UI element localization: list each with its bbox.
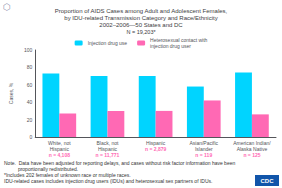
svg-text:⬡: ⬡ — [3, 2, 11, 12]
svg-text:Proportion of AIDS Cases among: Proportion of AIDS Cases among Adult and… — [55, 8, 228, 14]
svg-text:n = 2,879: n = 2,879 — [145, 146, 166, 152]
svg-text:n = 125: n = 125 — [243, 152, 260, 158]
svg-text:IDU-related cases includes inj: IDU-related cases includes injection dru… — [4, 178, 212, 184]
svg-text:n = 4,108: n = 4,108 — [49, 152, 70, 158]
svg-text:injection drug user: injection drug user — [150, 43, 191, 49]
svg-text:CDC: CDC — [261, 178, 275, 184]
svg-text:Asian/Pacific: Asian/Pacific — [189, 140, 219, 146]
svg-text:by IDU-related Transmission Ca: by IDU-related Transmission Category and… — [64, 15, 217, 21]
svg-text:N = 19,203*: N = 19,203* — [126, 29, 156, 35]
svg-text:*Includes 202 females of unkno: *Includes 202 females of unknown race or… — [4, 171, 131, 178]
svg-text:n = 119: n = 119 — [195, 152, 212, 158]
svg-text:Black, not: Black, not — [96, 140, 119, 146]
svg-text:n = 11,771: n = 11,771 — [96, 152, 120, 158]
svg-text:Hispanic: Hispanic — [49, 146, 69, 152]
svg-text:Hispanic: Hispanic — [146, 140, 166, 146]
svg-text:80: 80 — [27, 64, 33, 70]
svg-text:American Indian/: American Indian/ — [233, 140, 271, 146]
svg-text:Injection drug use: Injection drug use — [88, 40, 128, 46]
svg-text:Heterosexual contact with: Heterosexual contact with — [150, 37, 208, 43]
svg-text:100: 100 — [24, 47, 33, 53]
svg-text:White, not: White, not — [48, 140, 71, 146]
svg-text:2002–2006—50 States and DC: 2002–2006—50 States and DC — [99, 22, 183, 28]
svg-text:Hispanic: Hispanic — [97, 146, 118, 152]
svg-text:40: 40 — [27, 99, 33, 105]
svg-text:proportionally redistributed.: proportionally redistributed. — [4, 165, 79, 172]
svg-text:Cases, %: Cases, % — [8, 82, 14, 104]
svg-text:0: 0 — [29, 134, 32, 140]
svg-text:Note. Data have been adjusted: Note. Data have been adjusted for report… — [4, 159, 236, 166]
svg-text:Alaska Native: Alaska Native — [236, 146, 268, 152]
svg-text:60: 60 — [27, 82, 33, 88]
svg-text:Islander: Islander — [194, 146, 213, 152]
svg-text:20: 20 — [27, 117, 33, 123]
